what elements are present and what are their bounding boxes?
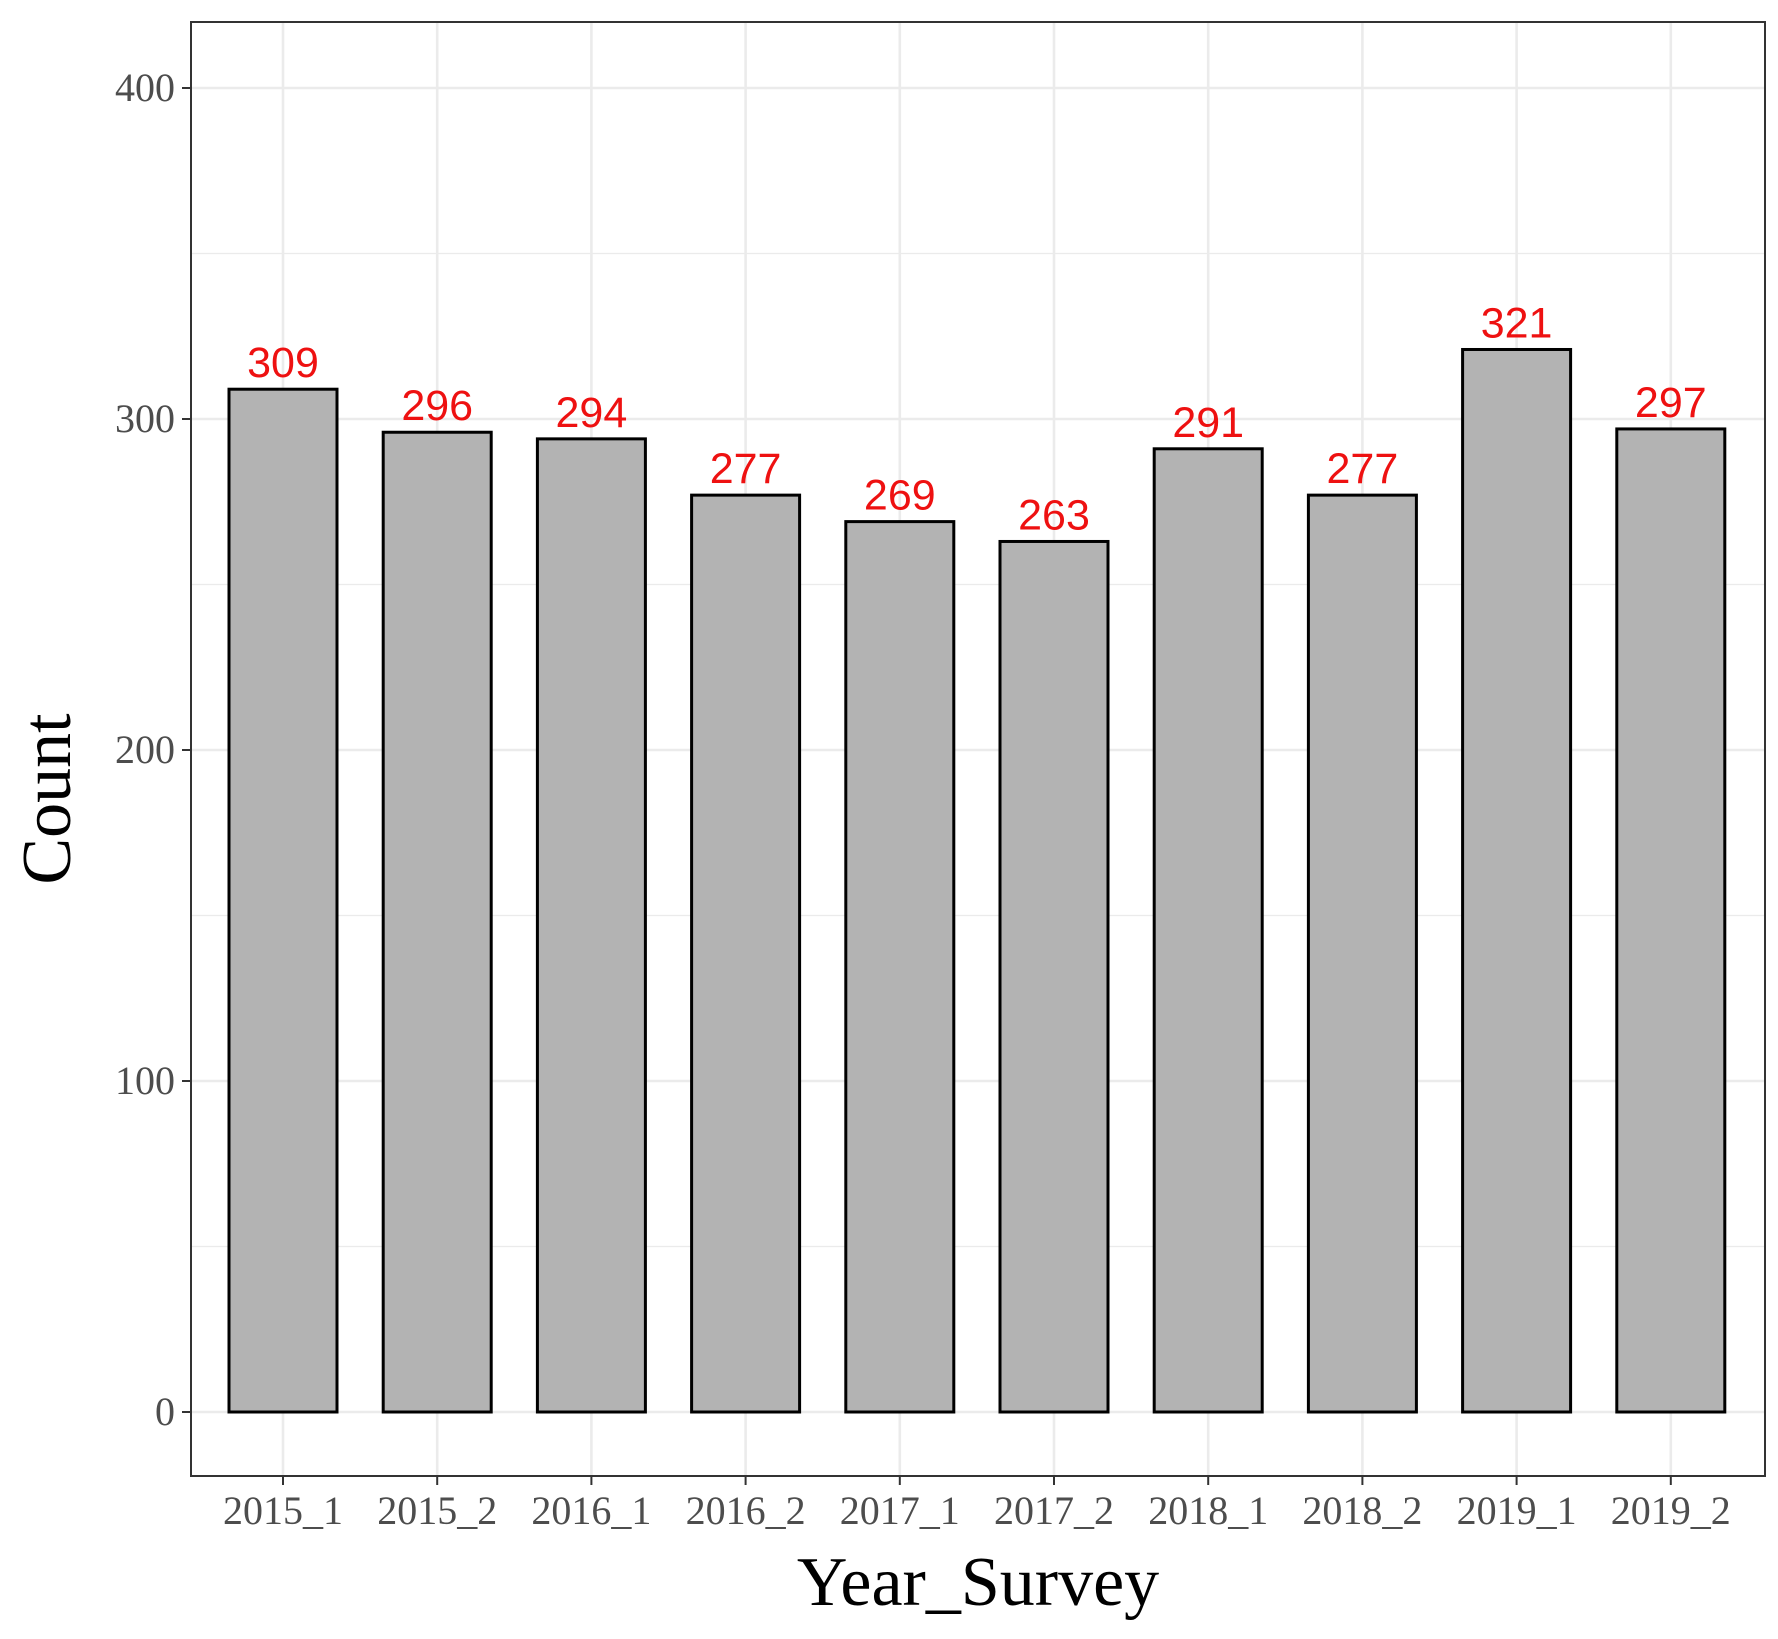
bar-2015_2 xyxy=(381,430,493,1414)
x-tick-label: 2016_1 xyxy=(531,1488,651,1533)
y-axis-title: Count xyxy=(9,713,86,885)
bars xyxy=(227,347,1727,1414)
data-label-2015_1: 309 xyxy=(247,339,319,387)
axes: 0 100 200 300 400 2015_1 2015_2 2016_1 2016_2 201… xyxy=(115,65,1731,1533)
data-label-2015_2: 296 xyxy=(401,382,473,430)
data-label-2017_1: 269 xyxy=(864,472,936,520)
data-label-2018_2: 277 xyxy=(1327,445,1399,493)
bar-2018_2 xyxy=(1306,493,1418,1414)
y-tick-label: 0 xyxy=(155,1389,175,1434)
x-tick-label: 2019_1 xyxy=(1457,1488,1577,1533)
y-tick-label: 100 xyxy=(115,1058,175,1103)
bar-2017_2 xyxy=(998,539,1110,1414)
bar-2017_1 xyxy=(844,520,956,1414)
x-tick-label: 2017_1 xyxy=(840,1488,960,1533)
data-labels: 309 296 294 277 269 263 291 277 321 297 xyxy=(247,299,1707,539)
data-label-2019_2: 297 xyxy=(1635,379,1707,427)
bar-2018_1 xyxy=(1152,447,1264,1414)
x-tick-label: 2018_2 xyxy=(1302,1488,1422,1533)
y-tick-label: 200 xyxy=(115,727,175,772)
y-tick-label: 300 xyxy=(115,396,175,441)
bar-2016_1 xyxy=(535,437,647,1414)
y-tick-label: 400 xyxy=(115,65,175,110)
bar-2015_1 xyxy=(227,387,339,1414)
x-tick-label: 2015_1 xyxy=(223,1488,343,1533)
data-label-2017_2: 263 xyxy=(1018,491,1090,539)
bar-2019_1 xyxy=(1461,347,1573,1414)
data-label-2016_2: 277 xyxy=(710,445,782,493)
x-tick-label: 2016_2 xyxy=(686,1488,806,1533)
bar-2016_2 xyxy=(690,493,802,1414)
bar-2019_2 xyxy=(1615,427,1727,1414)
data-label-2019_1: 321 xyxy=(1481,299,1553,347)
x-tick-label: 2018_1 xyxy=(1148,1488,1268,1533)
data-label-2018_1: 291 xyxy=(1172,399,1244,447)
x-axis-title: Year_Survey xyxy=(797,1544,1159,1621)
x-tick-label: 2017_2 xyxy=(994,1488,1114,1533)
x-tick-label: 2019_2 xyxy=(1611,1488,1731,1533)
data-label-2016_1: 294 xyxy=(556,389,628,437)
x-tick-label: 2015_2 xyxy=(377,1488,497,1533)
